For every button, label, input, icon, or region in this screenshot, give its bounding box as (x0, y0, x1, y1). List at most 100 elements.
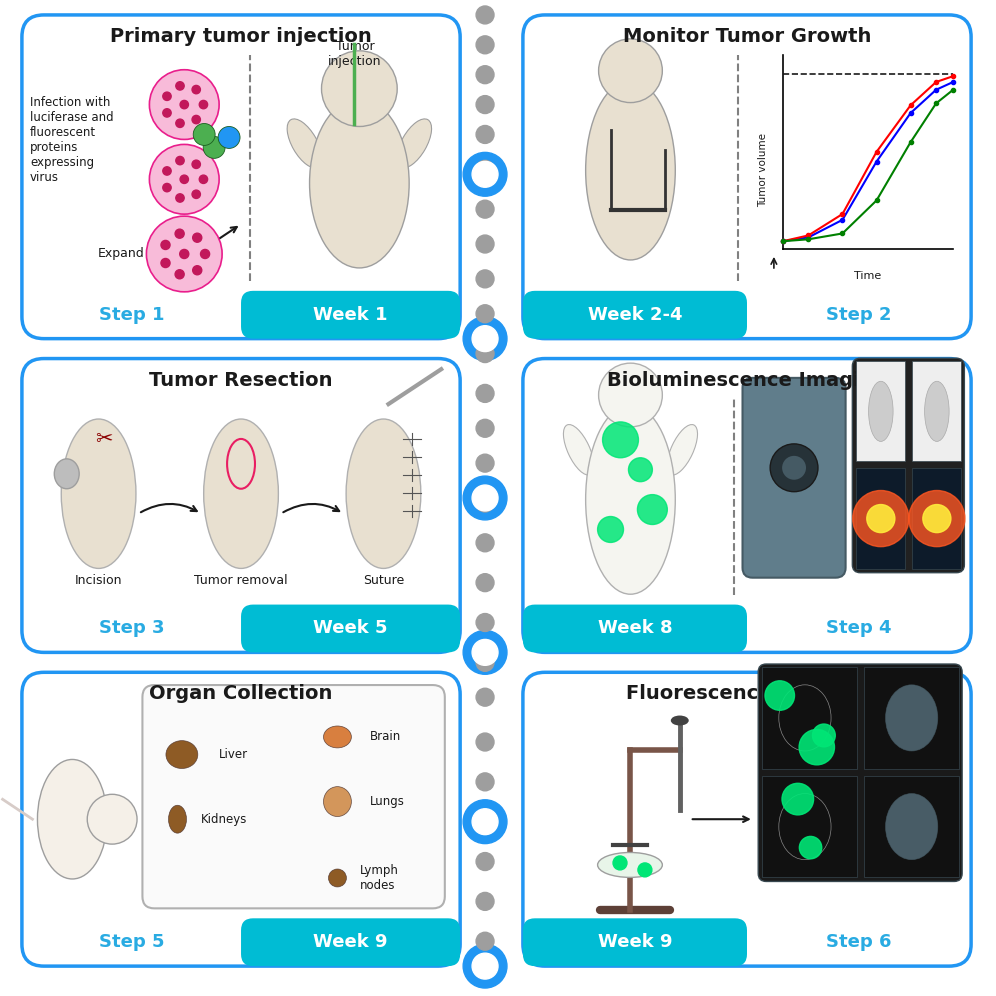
Ellipse shape (924, 381, 949, 441)
Circle shape (463, 944, 507, 988)
Circle shape (476, 534, 494, 552)
Ellipse shape (779, 794, 831, 860)
Text: Monitor Tumor Growth: Monitor Tumor Growth (622, 27, 872, 46)
Text: Step 6: Step 6 (827, 933, 891, 951)
Circle shape (179, 249, 189, 259)
Text: Bioluminescence Imaging: Bioluminescence Imaging (607, 371, 887, 389)
Circle shape (161, 259, 170, 268)
Ellipse shape (564, 424, 594, 475)
Ellipse shape (166, 741, 198, 769)
Text: Step 2: Step 2 (827, 306, 891, 324)
Circle shape (476, 345, 494, 363)
Ellipse shape (347, 419, 421, 569)
Ellipse shape (55, 459, 80, 489)
FancyBboxPatch shape (912, 362, 961, 461)
Text: Week 8: Week 8 (598, 620, 672, 637)
Circle shape (463, 800, 507, 844)
Text: Week 1: Week 1 (314, 306, 387, 324)
Circle shape (193, 124, 215, 145)
FancyBboxPatch shape (523, 605, 747, 652)
FancyBboxPatch shape (22, 15, 460, 339)
Text: Week 5: Week 5 (314, 620, 387, 637)
Text: Organ Collection: Organ Collection (149, 684, 333, 703)
FancyBboxPatch shape (853, 359, 964, 573)
Circle shape (162, 166, 171, 175)
Circle shape (598, 517, 623, 543)
Circle shape (800, 837, 822, 859)
Circle shape (175, 270, 184, 279)
Text: Tumor volume: Tumor volume (758, 133, 768, 207)
Ellipse shape (667, 424, 697, 475)
Circle shape (149, 144, 219, 214)
Ellipse shape (324, 726, 352, 748)
Circle shape (476, 419, 494, 437)
Circle shape (463, 630, 507, 674)
FancyBboxPatch shape (857, 468, 905, 569)
Text: Expand: Expand (99, 247, 144, 261)
Text: Step 1: Step 1 (99, 306, 164, 324)
Circle shape (476, 454, 494, 472)
Circle shape (472, 326, 498, 352)
Circle shape (476, 160, 494, 178)
FancyBboxPatch shape (22, 672, 460, 966)
Circle shape (476, 66, 494, 84)
FancyBboxPatch shape (758, 664, 962, 881)
Text: Time: Time (855, 271, 881, 281)
Circle shape (908, 490, 965, 547)
Circle shape (476, 892, 494, 910)
Circle shape (476, 853, 494, 871)
FancyBboxPatch shape (241, 291, 460, 339)
Text: Primary tumor injection: Primary tumor injection (111, 27, 372, 46)
Circle shape (162, 183, 171, 192)
Ellipse shape (203, 419, 278, 569)
FancyBboxPatch shape (865, 776, 959, 877)
Circle shape (192, 160, 200, 168)
Circle shape (476, 200, 494, 218)
Circle shape (176, 82, 184, 90)
Text: Week 9: Week 9 (598, 933, 672, 951)
Ellipse shape (671, 715, 689, 725)
Circle shape (149, 70, 219, 139)
FancyBboxPatch shape (142, 685, 445, 908)
Circle shape (472, 485, 498, 511)
Circle shape (476, 813, 494, 831)
Circle shape (476, 384, 494, 402)
Text: Kidneys: Kidneys (200, 813, 247, 826)
Circle shape (322, 51, 397, 126)
Circle shape (162, 92, 171, 101)
Circle shape (203, 136, 225, 158)
Circle shape (476, 270, 494, 288)
Circle shape (599, 39, 662, 103)
Circle shape (799, 729, 835, 765)
Text: Suture: Suture (363, 574, 404, 588)
FancyBboxPatch shape (523, 291, 747, 339)
FancyBboxPatch shape (865, 667, 959, 769)
Circle shape (476, 36, 494, 54)
Circle shape (472, 953, 498, 979)
Circle shape (192, 190, 200, 198)
Circle shape (472, 809, 498, 835)
FancyBboxPatch shape (912, 468, 961, 569)
Text: Step 4: Step 4 (827, 620, 891, 637)
Circle shape (176, 120, 184, 127)
Circle shape (180, 101, 188, 109)
FancyBboxPatch shape (762, 667, 858, 769)
Circle shape (161, 240, 170, 249)
Text: Week 2-4: Week 2-4 (588, 306, 682, 324)
Text: Lymph
nodes: Lymph nodes (361, 864, 399, 892)
Text: Infection with
luciferase and
fluorescent
proteins
expressing
virus: Infection with luciferase and fluorescen… (30, 96, 114, 184)
Ellipse shape (586, 405, 675, 595)
Circle shape (782, 456, 806, 480)
Circle shape (867, 505, 894, 533)
Circle shape (638, 863, 652, 876)
Text: Step 3: Step 3 (99, 620, 164, 637)
Ellipse shape (779, 685, 831, 751)
Circle shape (628, 458, 652, 482)
FancyBboxPatch shape (523, 15, 971, 339)
FancyBboxPatch shape (241, 605, 460, 652)
Circle shape (476, 235, 494, 253)
Circle shape (162, 109, 171, 118)
Ellipse shape (287, 119, 322, 168)
Circle shape (770, 444, 818, 492)
Circle shape (463, 152, 507, 196)
